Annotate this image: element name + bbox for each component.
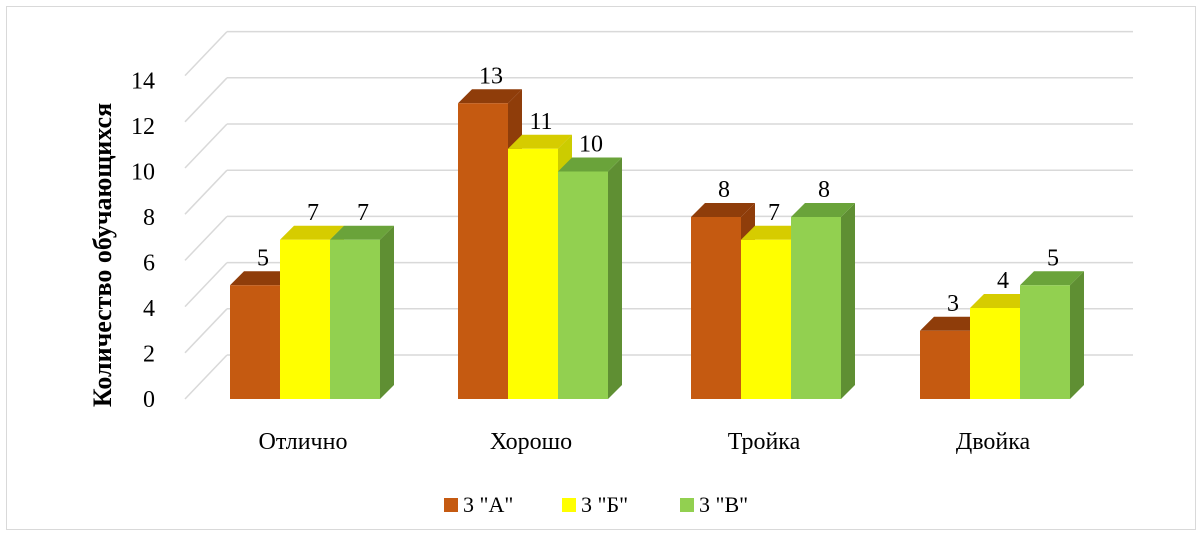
bar-top bbox=[741, 225, 805, 240]
category-label: Тройка bbox=[728, 429, 801, 455]
data-label: 5 bbox=[1047, 245, 1059, 271]
data-label: 4 bbox=[997, 268, 1009, 294]
bar-top bbox=[791, 203, 855, 217]
bar bbox=[741, 239, 791, 399]
y-tick-label: 0 bbox=[143, 387, 155, 413]
gridline-depth bbox=[184, 77, 228, 123]
legend-label: 3 "В" bbox=[699, 492, 748, 517]
category-label: Хорошо bbox=[490, 429, 572, 455]
bar-top bbox=[230, 271, 294, 286]
bar-top bbox=[330, 225, 394, 240]
data-label: 5 bbox=[257, 245, 269, 271]
legend-swatch bbox=[680, 498, 694, 512]
gridline-depth bbox=[184, 262, 228, 308]
bar-side bbox=[1070, 271, 1084, 399]
y-axis-title: Количество обучающихся bbox=[88, 103, 117, 407]
bar bbox=[791, 217, 841, 399]
y-tick-label: 14 bbox=[131, 69, 155, 95]
bar-side bbox=[841, 203, 855, 399]
gridline-depth bbox=[184, 31, 228, 77]
bar bbox=[230, 285, 280, 399]
data-label: 8 bbox=[718, 177, 730, 203]
bar bbox=[508, 148, 558, 399]
bar-top bbox=[920, 316, 984, 331]
data-label: 13 bbox=[479, 63, 503, 89]
gridline-depth bbox=[184, 308, 228, 354]
legend-label: 3 "Б" bbox=[581, 492, 628, 517]
bar bbox=[458, 103, 508, 399]
bar bbox=[558, 171, 608, 399]
bar-chart: 0 2 4 6 8 10 12 14 5 7 7 Отлично 13 11 10 Хорошо 8 7 8 Трой… bbox=[88, 30, 1133, 517]
data-label: 10 bbox=[579, 132, 603, 158]
bar-top bbox=[970, 294, 1034, 308]
data-label: 3 bbox=[947, 291, 959, 317]
legend: 3 "А" 3 "Б" 3 "В" bbox=[444, 492, 748, 517]
bar-side bbox=[608, 157, 622, 399]
legend-swatch bbox=[562, 498, 576, 512]
bar bbox=[1020, 285, 1070, 399]
y-tick-label: 8 bbox=[143, 205, 155, 231]
bars bbox=[230, 89, 1084, 399]
data-label: 7 bbox=[357, 200, 369, 226]
gridline-depth bbox=[184, 169, 228, 215]
gridline-depth bbox=[184, 123, 228, 169]
y-tick-label: 2 bbox=[143, 342, 155, 368]
gridline-depth bbox=[184, 354, 228, 400]
bar-side bbox=[380, 225, 394, 399]
bar-top bbox=[558, 157, 622, 172]
labels: 0 2 4 6 8 10 12 14 5 7 7 Отлично 13 11 10 Хорошо 8 7 8 Трой… bbox=[131, 63, 1059, 455]
bar bbox=[920, 330, 970, 399]
y-tick-label: 6 bbox=[143, 251, 155, 277]
y-tick-label: 10 bbox=[131, 160, 155, 186]
bar-top bbox=[458, 89, 522, 104]
gridline-depth bbox=[184, 215, 228, 261]
category-label: Двойка bbox=[956, 429, 1031, 455]
bar-top bbox=[691, 203, 755, 217]
y-tick-label: 12 bbox=[131, 114, 155, 140]
bar bbox=[280, 239, 330, 399]
y-tick-label: 4 bbox=[143, 296, 155, 322]
bar-top bbox=[508, 134, 572, 149]
bar bbox=[691, 217, 741, 399]
bar-top bbox=[1020, 271, 1084, 286]
bar-top bbox=[280, 225, 344, 240]
legend-swatch bbox=[444, 498, 458, 512]
chart-frame: 0 2 4 6 8 10 12 14 5 7 7 Отлично 13 11 10 Хорошо 8 7 8 Трой… bbox=[6, 6, 1196, 530]
data-label: 7 bbox=[768, 200, 780, 226]
data-label: 11 bbox=[529, 109, 552, 135]
legend-label: 3 "А" bbox=[463, 492, 513, 517]
category-label: Отлично bbox=[259, 429, 348, 455]
data-label: 8 bbox=[818, 177, 830, 203]
data-label: 7 bbox=[307, 200, 319, 226]
bar bbox=[970, 308, 1020, 399]
bar bbox=[330, 239, 380, 399]
